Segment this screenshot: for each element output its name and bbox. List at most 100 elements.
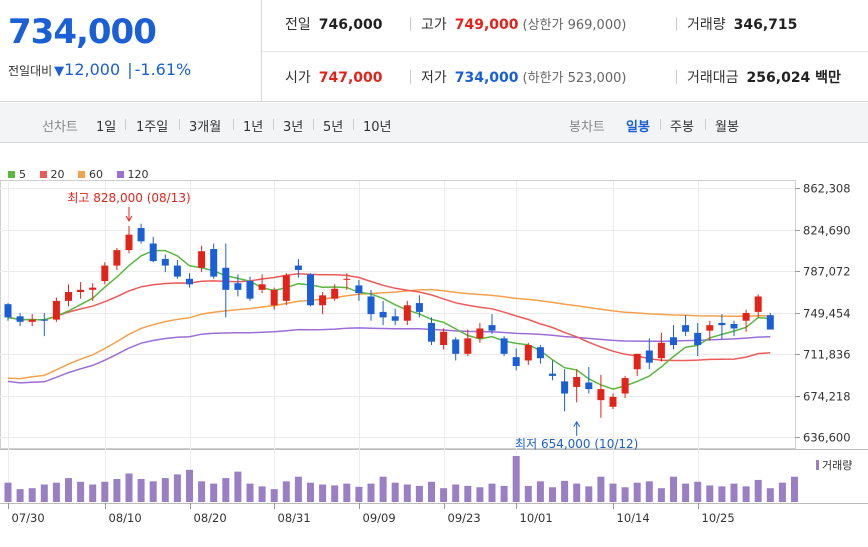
volume-bar (186, 469, 193, 502)
y-tick-label: 824,690 (803, 224, 851, 238)
volume-bar (246, 483, 254, 502)
candle-body (464, 338, 472, 354)
y-tick-label: 711,836 (803, 348, 851, 362)
volume-bar (585, 486, 593, 502)
divider (125, 119, 126, 130)
candle-body (40, 319, 48, 321)
legend-ma60: 60 (78, 168, 103, 181)
divider (262, 51, 868, 52)
volume-bar (561, 480, 569, 502)
volume-bar (4, 482, 12, 502)
volume-bar (294, 476, 302, 502)
volume-bar (222, 478, 230, 502)
legend-label: 60 (89, 168, 103, 181)
volume-bar (440, 488, 448, 502)
volume-bar (198, 481, 206, 502)
stat-volume: 거래량 346,715 (687, 14, 797, 34)
tab-3y[interactable]: 3년 (283, 120, 304, 135)
tab-5y[interactable]: 5년 (323, 120, 344, 135)
volume-bar (694, 481, 702, 502)
volume-bar (621, 487, 629, 502)
divider (179, 119, 180, 130)
volume-bar (524, 485, 532, 502)
candle-body (440, 331, 448, 345)
tab-1y[interactable]: 1년 (243, 120, 264, 135)
volume-bar (730, 483, 738, 502)
volume-legend-swatch (816, 460, 819, 470)
candle-body (645, 350, 653, 363)
candle-body (16, 316, 24, 322)
tab-3m[interactable]: 3개월 (189, 120, 222, 135)
volume-bar (670, 476, 677, 502)
volume-bar (270, 489, 278, 502)
ma5-line (7, 249, 771, 390)
tab-1w[interactable]: 1주일 (136, 120, 169, 135)
tab-1d[interactable]: 1일 (96, 120, 117, 135)
stat-label: 시가 (285, 70, 311, 86)
line-chart-label: 선차트 (42, 120, 78, 135)
x-tick-label: 10/25 (702, 511, 735, 525)
candle-body (222, 267, 230, 290)
upper-limit: (상한가 969,000) (522, 18, 627, 33)
legend-swatch (78, 171, 85, 178)
candle-body (4, 304, 12, 318)
candle-body (549, 373, 556, 376)
volume-bar (512, 456, 520, 502)
volume-bar (633, 482, 641, 502)
tab-10y[interactable]: 10년 (363, 120, 392, 135)
candle-body (270, 289, 278, 306)
volume-bar (428, 481, 435, 502)
tab-weekly[interactable]: 주봉 (670, 120, 694, 135)
volume-legend-label: 거래량 (822, 459, 852, 472)
volume-bar (367, 483, 375, 502)
volume-bar (609, 483, 617, 502)
volume-bar (500, 485, 508, 502)
volume-bar (40, 484, 48, 502)
volume-bar (379, 476, 387, 502)
candle-body (524, 344, 532, 361)
candle-body (198, 251, 206, 268)
candle-body (428, 322, 435, 342)
x-tick-label: 10/01 (520, 511, 553, 525)
stat-value: 256,024 백만 (746, 70, 841, 86)
tab-monthly[interactable]: 월봉 (715, 120, 739, 135)
volume-bar (282, 481, 290, 502)
volume-bar (573, 483, 581, 502)
volume-bar (113, 479, 121, 502)
stat-value: 734,000 (454, 70, 519, 86)
divider (273, 119, 274, 130)
candle-chart-label: 봉차트 (569, 120, 605, 135)
volume-bar (125, 473, 133, 502)
candle-body (101, 265, 109, 282)
divider (676, 17, 677, 31)
candle-body (307, 274, 314, 306)
divider (353, 119, 354, 130)
volume-bar (452, 484, 460, 502)
ma120-line (7, 327, 771, 384)
candle-body (730, 324, 738, 329)
candle-body (52, 300, 60, 320)
x-tick-label: 10/14 (617, 511, 650, 525)
candle-body (246, 281, 254, 299)
candle-body (585, 382, 593, 390)
volume-bar (149, 481, 157, 502)
volume-bar (657, 488, 665, 502)
volume-bar (161, 478, 169, 502)
legend-ma5: 5 (8, 168, 26, 181)
volume-bar (210, 483, 218, 502)
volume-bar (52, 482, 60, 502)
candle-body (657, 342, 665, 359)
volume-bar (28, 488, 36, 502)
candle-body (294, 265, 302, 270)
tab-daily[interactable]: 일봉 (626, 120, 650, 135)
volume-bar (549, 487, 556, 502)
candle-body (633, 353, 641, 370)
legend-swatch (116, 171, 124, 178)
candle-body (258, 284, 266, 290)
candle-body (754, 296, 762, 312)
divider (410, 70, 411, 84)
volume-bar (597, 476, 605, 502)
legend-swatch (8, 171, 15, 178)
change-divider: | (127, 60, 133, 79)
candle-body (391, 316, 399, 321)
